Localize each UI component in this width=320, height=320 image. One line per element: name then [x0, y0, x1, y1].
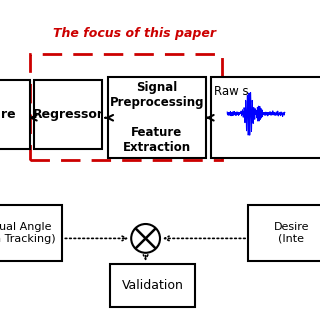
Text: Validation: Validation [122, 279, 184, 292]
Bar [0, 80, 30, 149]
Bar [34, 80, 102, 149]
Circle shape [131, 224, 160, 253]
Bar [30, 54, 222, 160]
Text: Raw s: Raw s [214, 85, 249, 98]
Bar [248, 205, 320, 261]
Text: Regressor: Regressor [33, 108, 103, 121]
Bar [211, 77, 320, 158]
Text: Signal
Preprocessing

Feature
Extraction: Signal Preprocessing Feature Extraction [110, 81, 204, 154]
Text: Desire
(Inte: Desire (Inte [274, 222, 309, 244]
Bar [110, 264, 195, 307]
Text: ual Angle
n Tracking): ual Angle n Tracking) [0, 222, 56, 244]
Text: re: re [2, 108, 16, 121]
Bar [0, 205, 62, 261]
Text: The focus of this paper: The focus of this paper [53, 27, 216, 40]
Bar [108, 77, 206, 158]
